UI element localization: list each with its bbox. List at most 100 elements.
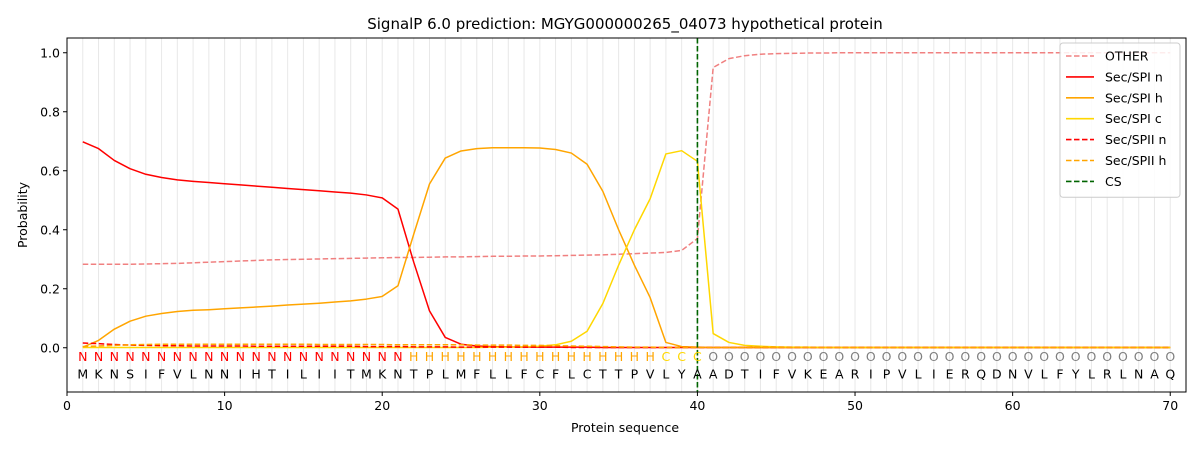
residue-label: L [1041, 367, 1048, 382]
region-label: O [1165, 349, 1175, 364]
residue-label: I [759, 367, 763, 382]
y-tick-label: 0.0 [40, 340, 60, 355]
region-label: H [504, 349, 513, 364]
residue-label: L [489, 367, 496, 382]
residue-label: M [77, 367, 88, 382]
region-label: O [1071, 349, 1081, 364]
region-label: O [1008, 349, 1018, 364]
residue-label: T [740, 367, 749, 382]
y-tick-label: 1.0 [40, 45, 60, 60]
region-label: H [472, 349, 481, 364]
region-label: N [299, 349, 308, 364]
y-axis-label: Probability [15, 181, 30, 248]
region-label: H [551, 349, 560, 364]
residue-label: P [883, 367, 891, 382]
region-label: N [314, 349, 323, 364]
region-label: N [141, 349, 150, 364]
region-label: C [662, 349, 671, 364]
residue-label: T [598, 367, 607, 382]
legend-label: CS [1105, 174, 1122, 189]
region-label: H [630, 349, 639, 364]
residue-label: V [788, 367, 797, 382]
x-axis-label: Protein sequence [571, 420, 679, 435]
residue-label: M [456, 367, 467, 382]
residue-label: E [946, 367, 954, 382]
residue-label: D [724, 367, 734, 382]
region-label: O [708, 349, 718, 364]
region-label: O [976, 349, 986, 364]
residue-label: L [1088, 367, 1095, 382]
x-tick-label: 0 [63, 398, 71, 413]
region-label: H [441, 349, 450, 364]
residue-label: V [898, 367, 907, 382]
region-label: N [173, 349, 182, 364]
legend-label: Sec/SPI h [1105, 90, 1163, 105]
residue-label: T [267, 367, 276, 382]
residue-label: H [251, 367, 260, 382]
region-label: O [929, 349, 939, 364]
region-label: O [945, 349, 955, 364]
region-label: O [897, 349, 907, 364]
region-label: O [1102, 349, 1112, 364]
residue-label: L [505, 367, 512, 382]
residue-label: I [144, 367, 148, 382]
x-tick-label: 50 [847, 398, 863, 413]
region-label: O [1055, 349, 1065, 364]
region-label: N [110, 349, 119, 364]
region-label: C [677, 349, 686, 364]
residue-label: F [520, 367, 527, 382]
x-tick-label: 10 [217, 398, 233, 413]
y-tick-label: 0.6 [40, 163, 60, 178]
region-label: N [283, 349, 292, 364]
residue-label: T [614, 367, 623, 382]
region-label: O [819, 349, 829, 364]
residue-label: F [1056, 367, 1063, 382]
region-label: H [488, 349, 497, 364]
residue-label: L [300, 367, 307, 382]
residue-label: M [361, 367, 372, 382]
region-label: N [346, 349, 355, 364]
region-label: H [409, 349, 418, 364]
series-line [82, 52, 1171, 266]
region-label: N [188, 349, 197, 364]
legend-label: Sec/SPII n [1105, 132, 1166, 147]
residue-label: D [992, 367, 1002, 382]
residue-label: S [126, 367, 134, 382]
residue-label: L [190, 367, 197, 382]
residue-label: I [317, 367, 321, 382]
region-label: O [740, 349, 750, 364]
region-label: N [157, 349, 166, 364]
region-label: O [1039, 349, 1049, 364]
residue-label: F [473, 367, 480, 382]
residue-label: P [426, 367, 434, 382]
region-label: H [582, 349, 591, 364]
region-label: C [693, 349, 702, 364]
residue-label: L [568, 367, 575, 382]
residue-label: N [1008, 367, 1017, 382]
region-label: H [614, 349, 623, 364]
region-label: O [803, 349, 813, 364]
region-label: O [850, 349, 860, 364]
residue-label: F [773, 367, 780, 382]
series-line [82, 149, 1171, 349]
region-label: N [267, 349, 276, 364]
region-label: O [866, 349, 876, 364]
residue-label: A [693, 367, 702, 382]
region-label: N [393, 349, 402, 364]
region-label: H [425, 349, 434, 364]
residue-label: L [1119, 367, 1126, 382]
residue-label: K [804, 367, 813, 382]
residue-label: Q [1165, 367, 1175, 382]
residue-label: I [869, 367, 873, 382]
region-label: H [519, 349, 528, 364]
chart-title: SignalP 6.0 prediction: MGYG000000265_04… [367, 15, 883, 34]
axes: 0 10 20 30 40 50 60 70 0.0 0.2 0.4 0.6 0.8 1.0 [40, 37, 1187, 413]
region-label: O [1134, 349, 1144, 364]
residue-label: E [820, 367, 828, 382]
residue-label: N [393, 367, 402, 382]
legend-label: Sec/SPII h [1105, 153, 1166, 168]
legend-label: Sec/SPI c [1105, 111, 1162, 126]
residue-label: N [1134, 367, 1143, 382]
residue-label: Q [976, 367, 986, 382]
region-label: O [1118, 349, 1128, 364]
